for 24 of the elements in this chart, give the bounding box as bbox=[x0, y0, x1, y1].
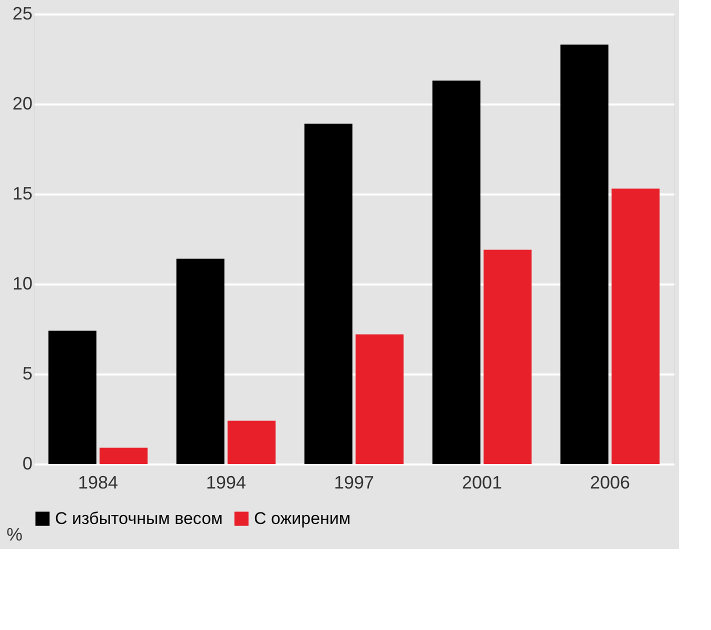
bar bbox=[612, 188, 660, 464]
x-tick-label: 2006 bbox=[590, 472, 630, 492]
x-tick-label: 1994 bbox=[206, 472, 246, 492]
bar bbox=[432, 80, 480, 464]
y-axis-title: % bbox=[6, 524, 23, 544]
y-tick-label: 15 bbox=[12, 184, 32, 204]
legend-label: С ожиреним bbox=[254, 508, 351, 528]
bar bbox=[356, 334, 404, 464]
bar bbox=[560, 44, 608, 464]
x-tick-label: 2001 bbox=[462, 472, 502, 492]
x-tick-label: 1984 bbox=[78, 472, 118, 492]
bar bbox=[100, 448, 148, 464]
bar bbox=[304, 124, 352, 464]
bar bbox=[228, 420, 276, 464]
y-tick-label: 10 bbox=[12, 274, 32, 294]
x-tick-label: 1997 bbox=[334, 472, 374, 492]
y-tick-label: 25 bbox=[12, 4, 32, 24]
y-tick-label: 20 bbox=[12, 94, 32, 114]
bar bbox=[48, 330, 96, 464]
legend-label: С избыточным весом bbox=[55, 508, 223, 528]
bar bbox=[176, 258, 224, 464]
y-tick-label: 5 bbox=[22, 364, 32, 384]
y-tick-label: 0 bbox=[22, 454, 32, 474]
bar bbox=[484, 250, 532, 464]
